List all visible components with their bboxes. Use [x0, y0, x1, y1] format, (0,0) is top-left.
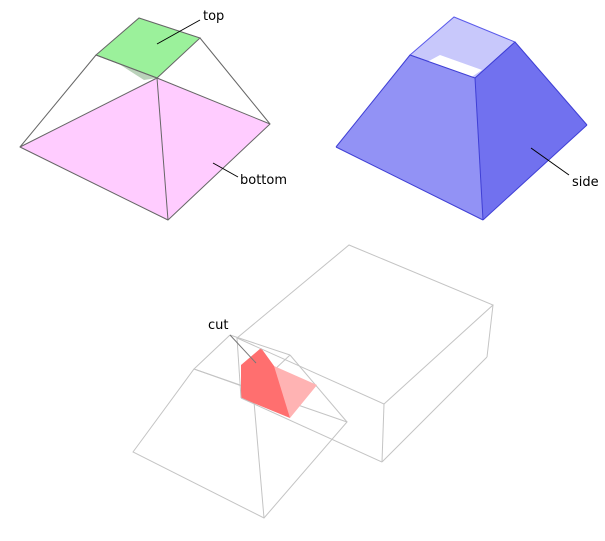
frustum-sides: side — [335, 16, 599, 221]
cut-face-front — [241, 348, 290, 418]
top-opening — [427, 55, 482, 78]
cut-face-back — [261, 348, 317, 418]
top-leader-line — [156, 19, 201, 45]
bottom-leader-line — [212, 162, 239, 178]
side-edges — [335, 41, 588, 221]
side-face-right — [475, 42, 587, 220]
side-face-left — [336, 55, 483, 220]
cutting-box — [236, 244, 494, 463]
bottom-face — [19, 77, 271, 221]
frustum-top-bottom: top bottom — [19, 9, 287, 221]
ghost-frustum — [132, 334, 348, 519]
cut-label: cut — [208, 318, 228, 333]
top-label: top — [203, 9, 224, 24]
cut-leader-line — [229, 334, 257, 364]
frustum-cut: cut — [132, 244, 494, 519]
bottom-label: bottom — [240, 173, 287, 188]
top-face — [95, 17, 201, 79]
side-label: side — [572, 175, 599, 190]
side-leader-line — [530, 147, 570, 176]
frustum-edges — [19, 37, 271, 221]
